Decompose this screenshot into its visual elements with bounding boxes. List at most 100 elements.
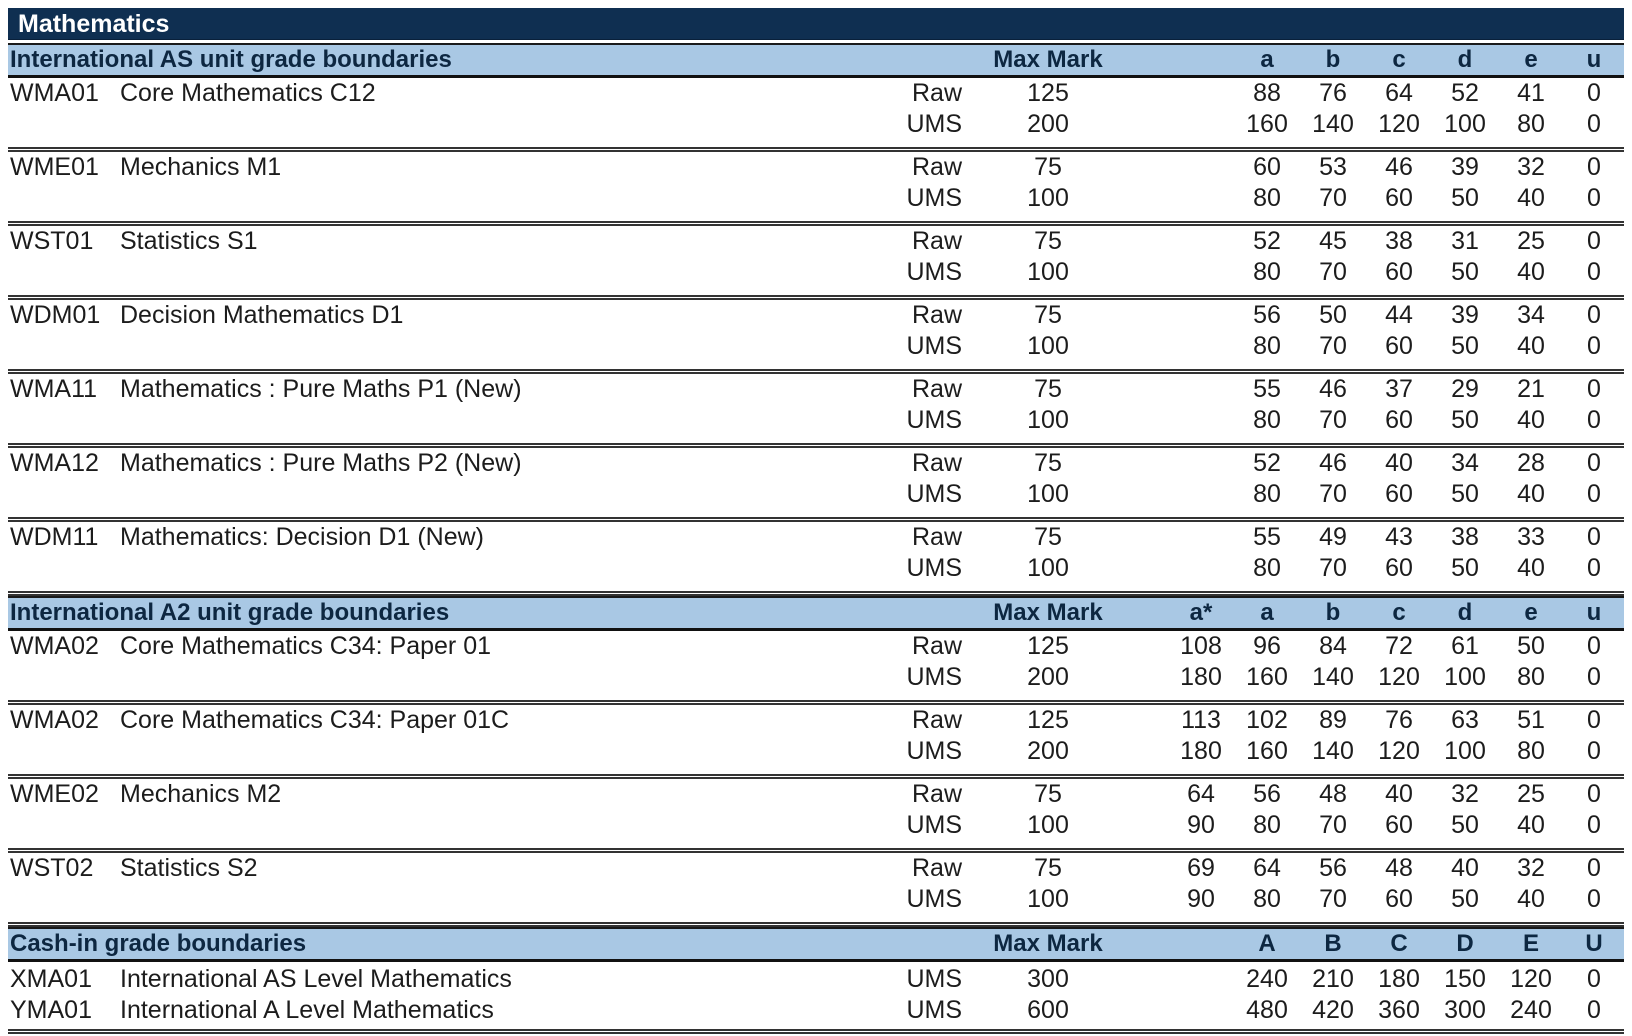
max-mark-value: 75 [1034, 780, 1062, 808]
max-mark-value: 100 [1027, 480, 1069, 508]
mark-type: Raw [911, 227, 962, 255]
grade-value: 40 [1517, 332, 1545, 360]
unit-name: Statistics S2 [120, 854, 258, 882]
grade-value: 56 [1253, 780, 1281, 808]
grade-value: 0 [1587, 153, 1601, 181]
grade-value: 0 [1587, 375, 1601, 403]
max-mark-value: 100 [1027, 332, 1069, 360]
mark-type: Raw [911, 632, 962, 660]
grade-value: 100 [1444, 663, 1486, 691]
section-header: International AS unit grade boundaries Ma… [8, 43, 1624, 78]
table-row: UMS 100 80 70 60 50 40 0 [8, 479, 1624, 510]
grade-value: 80 [1253, 332, 1281, 360]
max-mark-header: Max Mark [993, 930, 1103, 957]
grade-letter-header: A [1258, 930, 1276, 957]
unit-name: International AS Level Mathematics [120, 965, 512, 993]
unit-code: WMA11 [10, 375, 98, 403]
unit-group: WME02 Mechanics M2 Raw 75 64 56 48 40 32 25 0 UMS 10… [8, 779, 1624, 853]
grade-value: 64 [1253, 854, 1281, 882]
table-row: UMS 100 80 70 60 50 40 0 [8, 331, 1624, 362]
grade-value: 0 [1587, 554, 1601, 582]
grade-value: 140 [1312, 663, 1354, 691]
grade-letter-header: b [1325, 599, 1341, 626]
grade-value: 0 [1587, 406, 1601, 434]
grade-letter-header: d [1457, 46, 1473, 73]
max-mark-value: 200 [1027, 663, 1069, 691]
grade-value: 28 [1517, 449, 1545, 477]
table-row: WMA02 Core Mathematics C34: Paper 01C Raw 1… [8, 705, 1624, 736]
grade-value: 31 [1451, 227, 1479, 255]
grade-value: 56 [1253, 301, 1281, 329]
grade-value: 32 [1517, 153, 1545, 181]
grade-letter-header: D [1456, 930, 1474, 957]
grade-value: 160 [1246, 110, 1288, 138]
max-mark-value: 75 [1034, 227, 1062, 255]
grade-value: 45 [1319, 227, 1347, 255]
mark-type: UMS [906, 480, 962, 508]
grade-value: 70 [1319, 811, 1347, 839]
grade-value: 53 [1319, 153, 1347, 181]
grade-letter-header: a* [1189, 599, 1213, 626]
grade-value: 80 [1253, 811, 1281, 839]
unit-group: WST01 Statistics S1 Raw 75 52 45 38 31 25 0 UMS 100… [8, 226, 1624, 300]
grade-value: 108 [1180, 632, 1222, 660]
grade-letter-header: u [1586, 599, 1602, 626]
mark-type: UMS [906, 737, 962, 765]
unit-group: WMA12 Mathematics : Pure Maths P2 (New) Ra… [8, 448, 1624, 522]
grade-value: 0 [1587, 965, 1601, 993]
grade-letter-header: U [1585, 930, 1603, 957]
mark-type: Raw [911, 854, 962, 882]
grade-value: 0 [1587, 110, 1601, 138]
grade-value: 0 [1587, 523, 1601, 551]
grade-value: 61 [1451, 632, 1479, 660]
grade-value: 60 [1385, 332, 1413, 360]
grade-value: 76 [1385, 706, 1413, 734]
table-row: UMS 100 90 80 70 60 50 40 0 [8, 810, 1624, 841]
table-row: WST02 Statistics S2 Raw 75 69 64 56 48 40 32 0 [8, 853, 1624, 884]
grade-value: 60 [1385, 554, 1413, 582]
grade-value: 80 [1253, 480, 1281, 508]
grade-value: 0 [1587, 449, 1601, 477]
grade-value: 48 [1319, 780, 1347, 808]
grade-value: 51 [1517, 706, 1545, 734]
grade-value: 52 [1253, 227, 1281, 255]
table-row: WDM11 Mathematics: Decision D1 (New) Raw 75… [8, 522, 1624, 553]
grade-value: 140 [1312, 110, 1354, 138]
grade-value: 150 [1444, 965, 1486, 993]
grade-value: 50 [1451, 811, 1479, 839]
mark-type: UMS [906, 965, 962, 993]
grade-value: 25 [1517, 780, 1545, 808]
grade-value: 360 [1378, 996, 1420, 1024]
mark-type: Raw [911, 375, 962, 403]
grade-value: 40 [1517, 406, 1545, 434]
grade-value: 240 [1246, 965, 1288, 993]
grade-value: 100 [1444, 110, 1486, 138]
grade-value: 64 [1187, 780, 1215, 808]
unit-list: WMA02 Core Mathematics C34: Paper 01 Raw 12… [8, 631, 1624, 927]
grade-value: 25 [1517, 227, 1545, 255]
grade-value: 70 [1319, 258, 1347, 286]
grade-value: 60 [1385, 480, 1413, 508]
unit-name: Statistics S1 [120, 227, 258, 255]
unit-name: Core Mathematics C34: Paper 01 [120, 632, 492, 660]
subject-title-bar: Mathematics [8, 8, 1624, 40]
unit-name: Mathematics : Pure Maths P1 (New) [120, 375, 522, 403]
unit-code: WMA12 [10, 449, 99, 477]
mark-type: UMS [906, 554, 962, 582]
max-mark-value: 100 [1027, 885, 1069, 913]
grade-value: 70 [1319, 184, 1347, 212]
grade-value: 56 [1319, 854, 1347, 882]
grade-value: 0 [1587, 706, 1601, 734]
grade-letter-header: c [1392, 46, 1406, 73]
grade-value: 38 [1451, 523, 1479, 551]
grade-letter-header: a [1260, 599, 1274, 626]
unit-code: WME02 [10, 780, 99, 808]
section-title: International AS unit grade boundaries [10, 46, 452, 73]
grade-value: 70 [1319, 332, 1347, 360]
unit-code: WST01 [10, 227, 94, 255]
unit-group: WME01 Mechanics M1 Raw 75 60 53 46 39 32 0 UMS 100 8… [8, 152, 1624, 226]
section-header: Cash-in grade boundaries Max Mark A B C D E U [8, 927, 1624, 962]
grade-value: 0 [1587, 737, 1601, 765]
table-row: WMA12 Mathematics : Pure Maths P2 (New) Ra… [8, 448, 1624, 479]
section-header: International A2 unit grade boundaries Ma… [8, 596, 1624, 631]
